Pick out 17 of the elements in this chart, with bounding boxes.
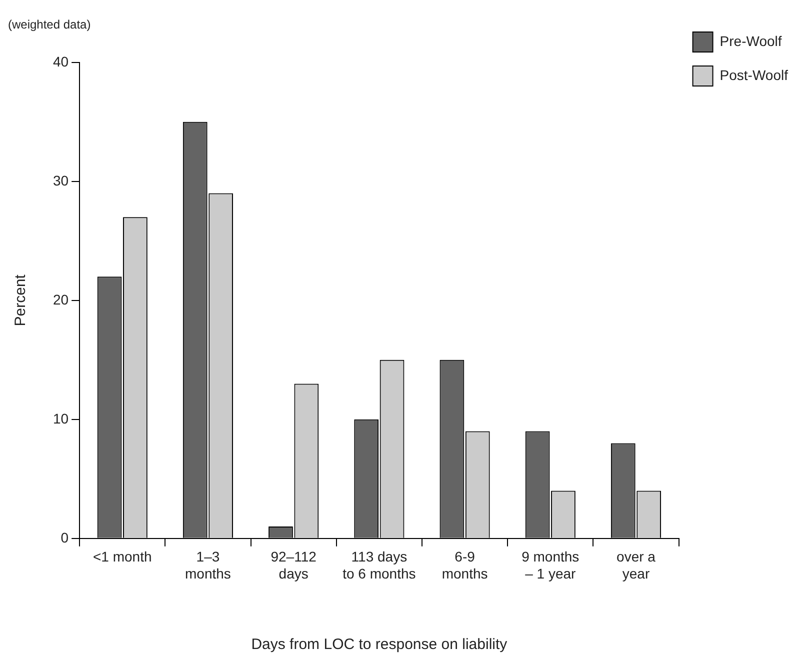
- x-tick-label: <1 month: [92, 548, 152, 565]
- legend-label: Post-Woolf: [720, 66, 788, 83]
- y-axis-title: Percent: [12, 274, 30, 326]
- x-tick-label: over a year: [616, 548, 656, 582]
- y-tick-label: 20: [52, 291, 69, 308]
- chart-subtitle: (weighted data): [8, 18, 91, 32]
- x-tick-label: 1–3 months: [185, 548, 231, 582]
- y-tick-label: 10: [52, 410, 69, 426]
- x-tick-label: 6-9 months: [442, 548, 488, 582]
- legend-label: Pre-Woolf: [720, 32, 782, 49]
- x-tick-label: 113 days to 6 months: [342, 548, 416, 582]
- x-axis-title: Days from LOC to response on liability: [251, 636, 508, 654]
- y-tick-label: 30: [52, 172, 69, 188]
- y-tick-label: 40: [52, 53, 69, 70]
- y-tick-label: 0: [60, 529, 69, 546]
- x-tick-label: 9 months – 1 year: [522, 548, 580, 582]
- x-tick-label: 92–112 days: [270, 548, 317, 582]
